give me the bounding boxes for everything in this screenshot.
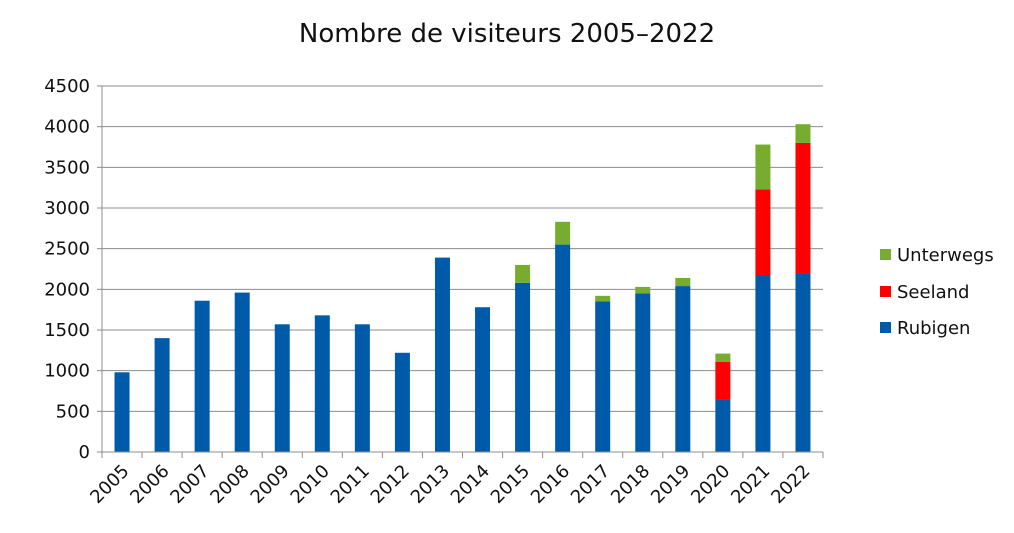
x-tick-label: 2019 [647, 461, 694, 508]
axes [101, 86, 823, 453]
bar-rubigen-2008 [234, 292, 250, 452]
bars [114, 124, 811, 452]
y-tick-label: 1000 [44, 361, 90, 382]
bar-seeland-2020 [715, 361, 731, 400]
bar-rubigen-2011 [354, 324, 370, 452]
legend-swatch-rubigen [880, 322, 891, 333]
x-tick-label: 2007 [166, 461, 213, 508]
legend-label-unterwegs: Unterwegs [897, 245, 994, 266]
bar-rubigen-2014 [475, 307, 491, 452]
y-tick-label: 4000 [44, 117, 90, 138]
chart-title: Nombre de visiteurs 2005–2022 [299, 19, 715, 49]
x-tick-label: 2010 [287, 461, 334, 508]
x-tick-label: 2020 [687, 461, 734, 508]
legend-label-rubigen: Rubigen [897, 318, 970, 339]
bar-rubigen-2013 [434, 257, 450, 452]
bar-rubigen-2009 [274, 324, 290, 452]
x-axis-ticks: 2005200620072008200920102011201220132014… [86, 452, 824, 508]
x-tick-label: 2016 [527, 461, 574, 508]
gridlines [102, 85, 823, 412]
x-tick-label: 2021 [727, 461, 774, 508]
bar-unterwegs-2018 [635, 286, 651, 294]
y-tick-label: 500 [56, 401, 90, 422]
y-tick-label: 4500 [44, 76, 90, 97]
bar-unterwegs-2017 [595, 295, 611, 302]
bar-seeland-2021 [755, 189, 771, 276]
bar-unterwegs-2021 [755, 144, 771, 190]
x-tick-label: 2015 [487, 461, 534, 508]
x-tick-label: 2005 [86, 461, 133, 508]
y-tick-label: 2500 [44, 239, 90, 260]
bar-rubigen-2022 [795, 273, 811, 452]
bar-rubigen-2015 [515, 282, 531, 452]
bar-unterwegs-2015 [515, 264, 531, 283]
y-tick-label: 2000 [44, 279, 90, 300]
x-tick-label: 2011 [327, 461, 374, 508]
bar-unterwegs-2019 [675, 277, 691, 287]
y-tick-label: 3000 [44, 198, 90, 219]
legend-label-seeland: Seeland [897, 282, 969, 303]
x-tick-label: 2012 [367, 461, 414, 508]
bar-rubigen-2007 [194, 300, 210, 452]
y-tick-label: 0 [79, 442, 90, 463]
legend: Unterwegs Seeland Rubigen [880, 245, 994, 339]
bar-seeland-2022 [795, 142, 811, 274]
y-tick-label: 3500 [44, 157, 90, 178]
bar-rubigen-2010 [314, 315, 330, 452]
x-tick-label: 2006 [126, 461, 173, 508]
bar-unterwegs-2020 [715, 353, 731, 362]
bar-rubigen-2016 [555, 244, 571, 452]
x-tick-label: 2014 [447, 461, 494, 508]
bar-rubigen-2006 [154, 338, 170, 452]
bar-unterwegs-2016 [555, 221, 571, 245]
x-tick-label: 2013 [407, 461, 454, 508]
x-tick-label: 2009 [247, 461, 294, 508]
x-tick-label: 2022 [767, 461, 814, 508]
legend-swatch-unterwegs [880, 249, 891, 260]
legend-swatch-seeland [880, 286, 891, 297]
bar-rubigen-2021 [755, 275, 771, 452]
bar-rubigen-2017 [595, 301, 611, 452]
y-tick-label: 1500 [44, 320, 90, 341]
x-tick-label: 2017 [567, 461, 614, 508]
y-axis-ticks: 0 500 1000 1500 2000 2500 3000 3500 4000 4500 [44, 76, 102, 463]
x-tick-label: 2018 [607, 461, 654, 508]
bar-rubigen-2018 [635, 293, 651, 452]
bar-rubigen-2005 [114, 372, 130, 452]
x-tick-label: 2008 [206, 461, 253, 508]
bar-rubigen-2020 [715, 399, 731, 452]
bar-unterwegs-2022 [795, 124, 811, 143]
bar-rubigen-2012 [394, 352, 410, 452]
bar-rubigen-2019 [675, 286, 691, 452]
